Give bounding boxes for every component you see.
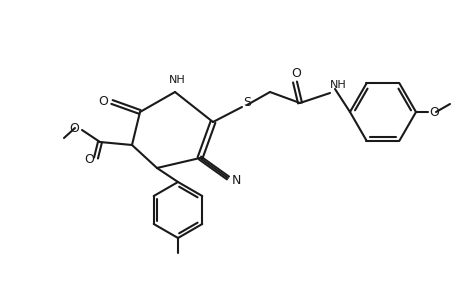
Text: O: O [428,106,438,118]
Text: NH: NH [329,80,346,90]
Text: O: O [84,152,94,166]
Text: S: S [242,95,251,109]
Text: O: O [69,122,79,134]
Text: NH: NH [168,75,185,85]
Text: O: O [291,67,300,80]
Text: N: N [231,175,240,188]
Text: O: O [98,94,108,107]
